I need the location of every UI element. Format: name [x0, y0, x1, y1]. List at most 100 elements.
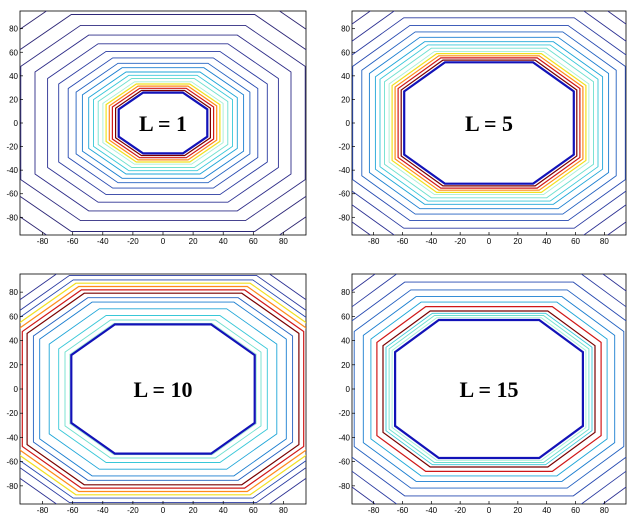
contour-set: [352, 11, 626, 235]
x-tick-label: -80: [37, 237, 49, 246]
contour-line-cool: [88, 71, 238, 175]
x-tick-label: 40: [219, 237, 228, 246]
contour-line-cool: [20, 274, 306, 504]
contour-line-hot: [391, 53, 587, 193]
y-tick-label: 0: [14, 119, 19, 128]
contour-line-cool: [352, 281, 626, 497]
x-tick-label: 0: [487, 237, 492, 246]
panel-l10: -80 -60 -40 -20 0 20 40 60 80 -80 -60 -40 -20 0 20 40 60…: [6, 273, 307, 513]
contour-line-hot: [400, 59, 578, 187]
inner-hole: [70, 323, 256, 455]
contour-line-cool: [374, 41, 604, 205]
y-tick-label: 20: [341, 361, 350, 370]
y-tick-label: 80: [341, 25, 350, 34]
contour-line-hot: [382, 310, 596, 468]
x-tick-label: 80: [600, 237, 609, 246]
contour-line-hot: [111, 87, 215, 159]
y-tick-label: -80: [338, 482, 350, 491]
y-tick-label: 0: [346, 385, 351, 394]
y-tick-label: 20: [341, 95, 350, 104]
contour-line-hot: [376, 306, 602, 472]
x-tick-label: 60: [249, 237, 258, 246]
x-tick-label: -60: [67, 237, 79, 246]
panel-l5: -80 -60 -40 -20 0 20 40 60 80 -80 -60 -40 -20 0 20 40 60…: [338, 10, 627, 246]
y-tick-label: -20: [338, 409, 350, 418]
x-tick-label: 20: [189, 237, 198, 246]
x-tick-label: 80: [279, 237, 288, 246]
contour-line-cool: [20, 279, 306, 499]
contour-line-cool: [32, 297, 294, 481]
x-tick-label: -60: [397, 237, 409, 246]
y-tick-label: 80: [341, 288, 350, 297]
y-tick-label: -60: [6, 458, 18, 467]
contour-line-hot: [394, 55, 584, 191]
contour-line-cool: [352, 24, 626, 222]
x-tick-label: -20: [454, 237, 466, 246]
contour-set: [20, 11, 306, 235]
contour-line-cool: [34, 34, 292, 212]
contour-line-cool: [352, 274, 626, 504]
y-tick-label: -80: [6, 213, 18, 222]
x-tick-label: 60: [571, 506, 580, 513]
x-tick-label: -80: [37, 506, 49, 513]
contour-line-hot: [20, 282, 306, 496]
y-tick-label: -20: [6, 409, 18, 418]
x-tick-label: 80: [600, 506, 609, 513]
contour-line-hot: [108, 85, 218, 161]
y-tick-label: 60: [341, 48, 350, 57]
contour-line-hot: [21, 289, 305, 489]
y-tick-label: -40: [338, 166, 350, 175]
inner-hole: [403, 61, 575, 185]
y-tick-label: -80: [6, 482, 18, 491]
y-tick-label: -60: [338, 458, 350, 467]
contour-line-hot: [105, 83, 221, 163]
y-tick-label: 80: [9, 288, 18, 297]
x-tick-label: -20: [454, 506, 466, 513]
x-tick-label: 0: [161, 237, 166, 246]
x-tick-label: -80: [368, 506, 380, 513]
inner-hole: [117, 91, 209, 155]
contour-line-cool: [385, 312, 593, 466]
contour-line-cool: [47, 43, 279, 203]
y-tick-label: 60: [341, 312, 350, 321]
y-tick-label: 80: [9, 25, 18, 34]
tick-labels: -80 -60 -40 -20 0 20 40 60 80 -80 -60 -40 -20 0 20 40 60…: [338, 288, 609, 513]
panel-label: L = 10: [134, 377, 193, 402]
x-tick-label: -40: [426, 506, 438, 513]
contour-line-cool: [379, 44, 599, 202]
x-tick-label: -40: [97, 237, 109, 246]
y-tick-label: 40: [9, 337, 18, 346]
contour-line-cool: [93, 74, 233, 172]
contour-line-cool: [64, 319, 262, 459]
contour-line-cool: [81, 67, 245, 179]
contour-line-cool: [58, 315, 268, 463]
contour-line-cool: [388, 50, 590, 196]
contour-line-cool: [361, 31, 617, 215]
y-tick-label: 40: [9, 72, 18, 81]
y-tick-label: -40: [6, 166, 18, 175]
panel-label: L = 15: [460, 377, 519, 402]
x-tick-label: 60: [249, 506, 258, 513]
x-tick-label: 40: [219, 506, 228, 513]
y-tick-label: 40: [341, 337, 350, 346]
panel-l15: -80 -60 -40 -20 0 20 40 60 80 -80 -60 -40 -20 0 20 40 60…: [338, 273, 627, 513]
contour-line-cool: [20, 24, 306, 222]
contour-line-cool: [20, 14, 306, 232]
x-tick-label: -80: [368, 237, 380, 246]
y-tick-label: -20: [6, 143, 18, 152]
contour-line-cool: [58, 50, 268, 196]
contour-line-hot: [115, 89, 211, 157]
y-tick-label: -60: [338, 190, 350, 199]
tick-labels: -80 -60 -40 -20 0 20 40 60 80 -80 -60 -40 -20 0 20 40 60…: [6, 25, 288, 246]
y-tick-label: 60: [9, 312, 18, 321]
x-tick-label: 40: [542, 506, 551, 513]
inner-hole: [394, 318, 584, 460]
contour-line-hot: [397, 57, 581, 189]
y-tick-label: 0: [346, 119, 351, 128]
x-tick-label: 80: [279, 506, 288, 513]
contour-line-hot: [26, 292, 300, 486]
contour-line-cool: [384, 47, 594, 199]
contour-line-cool: [368, 36, 610, 210]
x-tick-label: 60: [571, 237, 580, 246]
y-tick-label: 60: [9, 48, 18, 57]
